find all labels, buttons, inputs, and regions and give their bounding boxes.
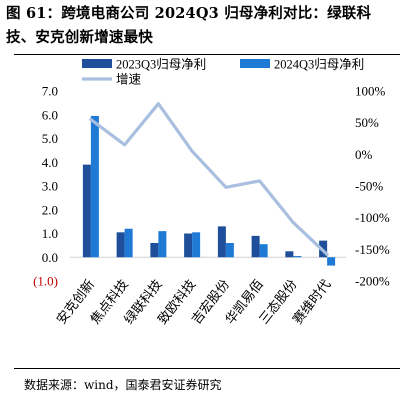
bar-2024q3 [90, 115, 99, 258]
right-tick-label: 0% [355, 147, 373, 162]
bar-2023q3 [82, 164, 91, 258]
left-tick-label: 5.0 [42, 131, 58, 146]
growth-point [292, 221, 295, 224]
left-tick-label: 7.0 [42, 84, 58, 99]
legend-swatch [240, 59, 270, 68]
bar-2023q3 [116, 232, 125, 258]
legend-swatch [82, 59, 112, 68]
source-note: 数据来源：wind，国泰君安证券研究 [24, 378, 222, 392]
left-tick-label: 0.0 [42, 250, 58, 265]
left-axis-ticks: (1.0) 0.0 1.0 2.0 3.0 4.0 5.0 6.0 7.0 [33, 84, 58, 289]
source-divider [14, 368, 400, 369]
title-divider [14, 54, 400, 55]
growth-point [157, 102, 160, 105]
growth-point [225, 186, 227, 189]
left-tick-label: 1.0 [42, 226, 58, 241]
right-tick-label: 50% [355, 115, 379, 130]
bar-2024q3 [158, 231, 167, 258]
bar-2024q3 [192, 232, 201, 258]
left-tick-label: 3.0 [42, 179, 58, 194]
bar-2024q3 [327, 257, 336, 266]
growth-point [258, 180, 261, 182]
right-tick-label: -150% [355, 242, 390, 257]
legend-2024q3: 2024Q3归母净利 [240, 58, 364, 72]
bar-2023q3 [251, 235, 260, 258]
right-axis-ticks: -200% -150% -100% -50% 0% 50% 100% [355, 84, 390, 289]
right-tick-label: 100% [355, 84, 386, 99]
bar-series [82, 115, 336, 266]
growth-point [90, 118, 92, 121]
growth-line-series [89, 102, 329, 256]
left-tick-label: 4.0 [42, 155, 58, 170]
growth-point [326, 253, 328, 256]
bar-2023q3 [217, 226, 226, 258]
bar-2023q3 [285, 251, 294, 258]
left-tick-label: 2.0 [42, 202, 58, 217]
growth-point [123, 144, 126, 146]
legend-growth: 增速 [82, 72, 142, 87]
legend-label: 2023Q3归母净利 [116, 58, 206, 72]
right-tick-label: -50% [355, 179, 383, 194]
bar-2024q3 [225, 243, 234, 258]
right-tick-label: -200% [355, 274, 390, 289]
bar-2023q3 [184, 233, 193, 258]
legend-label: 2024Q3归母净利 [274, 58, 364, 72]
figure-title: 图 61：跨境电商公司 2024Q3 归母净利对比：绿联科技、安克创新增速最快 [6, 5, 372, 46]
growth-line [89, 102, 329, 256]
growth-point [191, 150, 193, 152]
legend-2023q3: 2023Q3归母净利 [82, 58, 206, 72]
bar-2024q3 [259, 244, 268, 258]
bar-2024q3 [293, 256, 302, 258]
left-tick-label: 6.0 [42, 107, 58, 122]
left-tick-label: (1.0) [33, 274, 58, 289]
bar-2024q3 [124, 228, 133, 258]
bar-2023q3 [150, 243, 159, 258]
legend-label: 增速 [116, 72, 142, 87]
right-tick-label: -100% [355, 210, 390, 225]
